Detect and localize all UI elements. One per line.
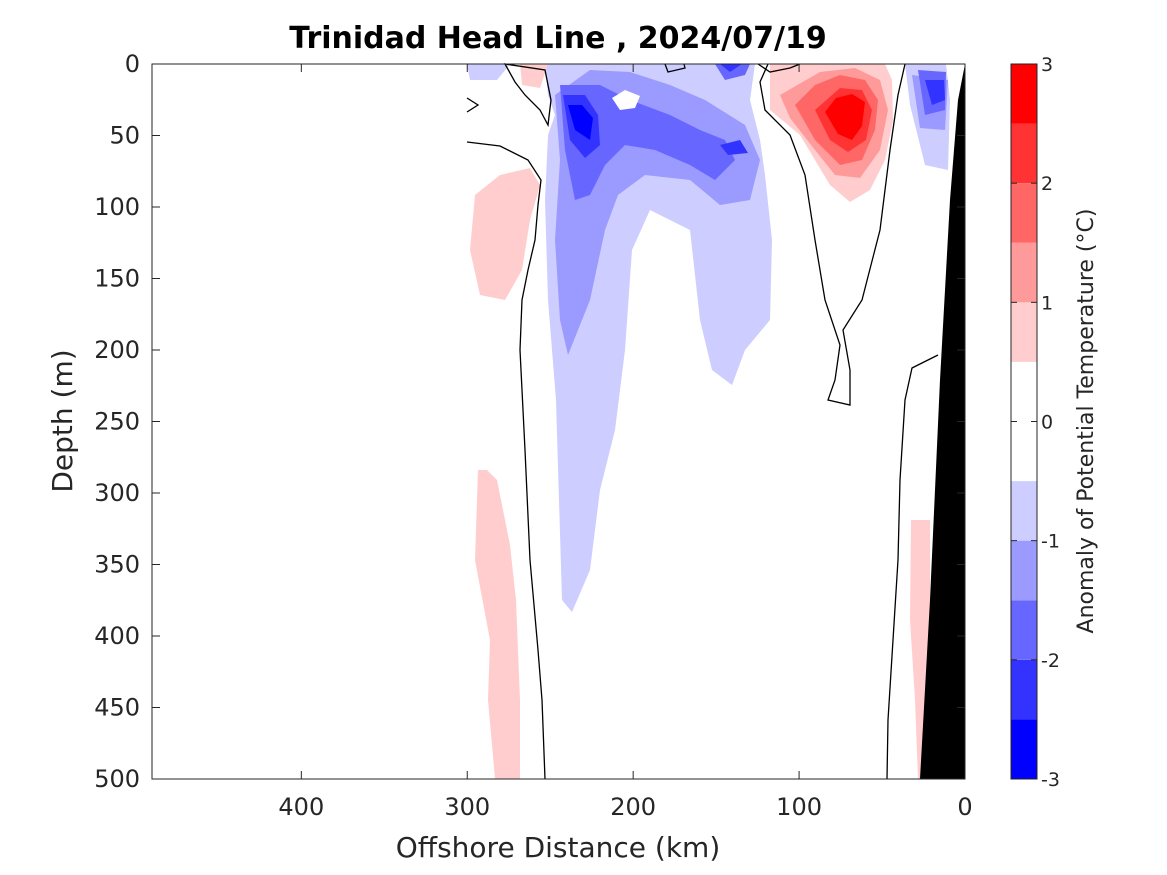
y-tick-label: 50 — [109, 122, 140, 150]
y-tick-label: 250 — [94, 408, 140, 436]
colorbar-swatch — [1011, 600, 1037, 660]
colorbar-swatch — [1011, 540, 1037, 601]
y-tick-label: 150 — [94, 265, 140, 293]
colorbar-label: Anomaly of Potential Temperature (°C) — [1074, 209, 1099, 634]
chart-title: Trinidad Head Line , 2024/07/19 — [289, 21, 826, 56]
colorbar-swatch — [1011, 719, 1037, 779]
colorbar-swatch — [1011, 183, 1037, 243]
colorbar-swatch — [1011, 64, 1037, 124]
x-axis-ticks: 400 300 200 100 0 — [278, 64, 973, 821]
y-axis-ticks: 0 50 100 150 200 250 300 350 400 450 500 — [94, 50, 965, 793]
zero-contour-upper — [466, 63, 552, 128]
x-tick-label: 300 — [444, 793, 490, 821]
y-axis-label: Depth (m) — [46, 349, 79, 492]
y-tick-label: 450 — [94, 694, 140, 722]
colorbar-swatch — [1011, 659, 1037, 720]
y-tick-label: 400 — [94, 622, 140, 650]
zero-contour-offshore — [466, 141, 546, 780]
warm-region-offshore — [470, 64, 930, 779]
colorbar-tick-label: 3 — [1041, 54, 1053, 76]
warm-region-5 — [825, 94, 865, 140]
y-tick-label: 100 — [94, 193, 140, 221]
x-tick-label: 400 — [278, 793, 324, 821]
zero-contour-small-1 — [664, 63, 686, 73]
x-tick-label: 100 — [776, 793, 822, 821]
colorbar-swatches — [1011, 64, 1037, 779]
colorbar-tick-label: 0 — [1041, 412, 1053, 434]
colorbar-swatch — [1011, 481, 1037, 541]
colorbar-tick-label: -2 — [1041, 650, 1060, 672]
colorbar-swatch — [1011, 302, 1037, 362]
colorbar-tick-label: 2 — [1041, 173, 1053, 195]
y-tick-label: 0 — [125, 50, 140, 78]
bathymetry-slope — [920, 64, 965, 779]
zero-contour-island — [612, 90, 640, 110]
colorbar: 3 2 1 0 -1 -2 -3 Anomaly of Potential Temperat… — [1010, 54, 1099, 791]
colorbar-tick-label: -1 — [1041, 531, 1060, 553]
x-tick-label: 200 — [610, 793, 656, 821]
colorbar-ticks: 3 2 1 0 -1 -2 -3 — [1011, 54, 1060, 791]
zero-contour-shelf — [886, 354, 939, 780]
colorbar-swatch — [1011, 242, 1037, 303]
zero-contours — [466, 63, 939, 780]
anomaly-fill — [467, 64, 950, 779]
plot-area: 0 50 100 150 200 250 300 350 400 450 500 400 300 200… — [94, 50, 972, 821]
cold-region-core — [560, 64, 946, 200]
cold-region-peak — [568, 105, 593, 140]
x-axis-label: Offshore Distance (km) — [396, 831, 721, 864]
zero-contour-small-2 — [757, 63, 801, 73]
y-tick-label: 200 — [94, 336, 140, 364]
colorbar-swatch — [1011, 123, 1037, 184]
colorbar-tick-label: 1 — [1041, 292, 1053, 314]
y-tick-label: 500 — [94, 765, 140, 793]
y-tick-label: 350 — [94, 551, 140, 579]
y-tick-label: 300 — [94, 479, 140, 507]
colorbar-tick-label: -3 — [1041, 769, 1060, 791]
x-tick-label: 0 — [957, 793, 972, 821]
zero-contour-warm — [759, 63, 906, 406]
